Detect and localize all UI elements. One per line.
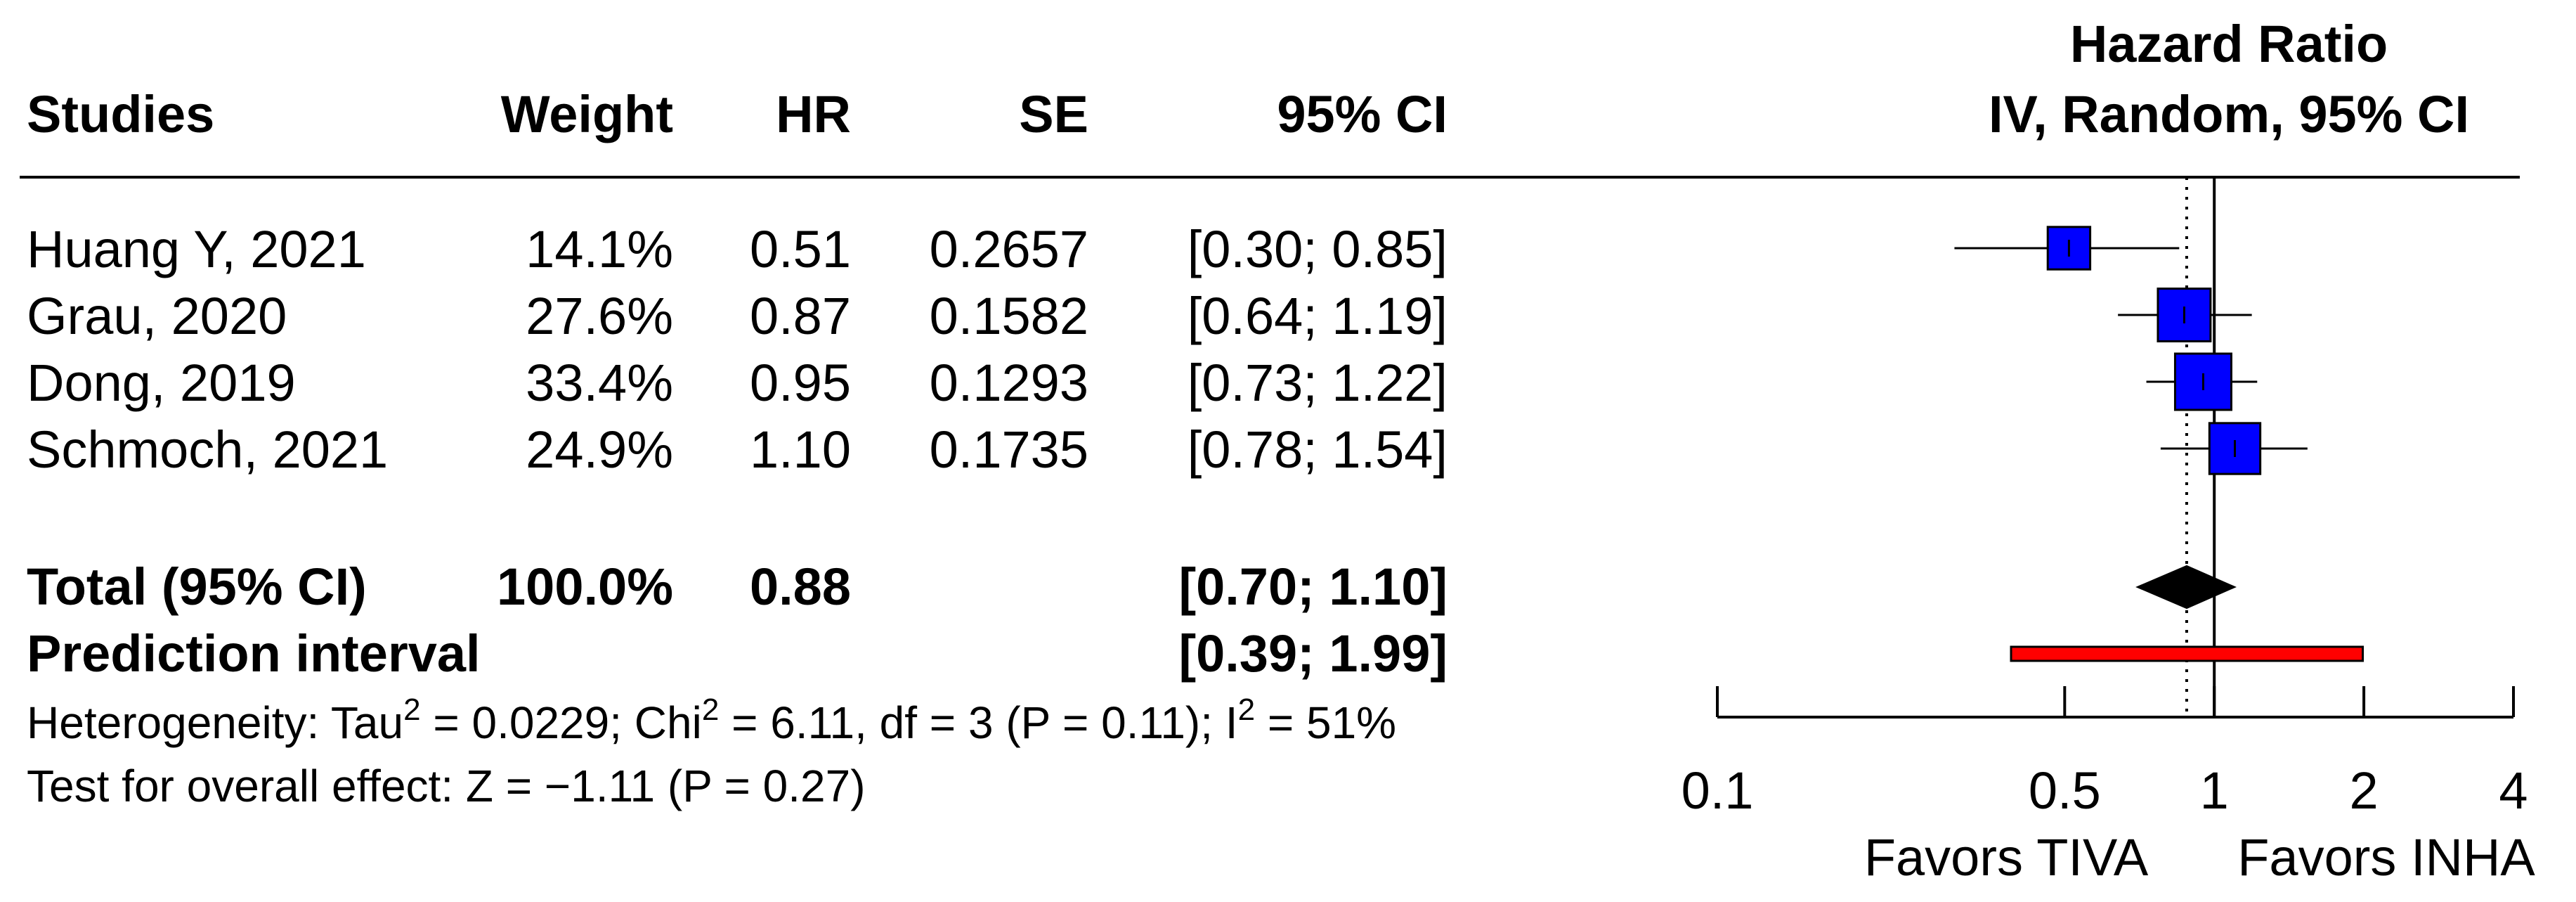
axis-tick-label: 4 — [2499, 761, 2528, 820]
study-row: Huang Y, 2021 14.1% 0.51 0.2657 [0.30; 0… — [27, 220, 1448, 278]
header-hr: HR — [776, 85, 851, 143]
favors-left-label: Favors TIVA — [1864, 828, 2149, 887]
study-name: Schmoch, 2021 — [27, 420, 388, 479]
axis-tick-label: 2 — [2350, 761, 2379, 820]
overall-effect-text: Test for overall effect: Z = −1.11 (P = … — [27, 761, 866, 811]
total-weight: 100.0% — [497, 558, 673, 616]
total-hr: 0.88 — [750, 558, 851, 616]
axis-tick-label: 0.5 — [2029, 761, 2101, 820]
study-name: Dong, 2019 — [27, 354, 296, 412]
study-ci: [0.73; 1.22] — [1188, 354, 1448, 412]
header-se: SE — [1019, 85, 1088, 143]
summary-diamond — [2135, 565, 2237, 610]
total-ci: [0.70; 1.10] — [1178, 558, 1448, 616]
study-ci: [0.78; 1.54] — [1188, 420, 1448, 479]
study-name: Grau, 2020 — [27, 287, 287, 345]
axis-tick-label: 0.1 — [1681, 761, 1754, 820]
header-studies: Studies — [27, 85, 214, 143]
header-weight: Weight — [501, 85, 673, 143]
study-se: 0.2657 — [930, 220, 1088, 278]
study-se: 0.1582 — [930, 287, 1088, 345]
total-row: Total (95% CI) 100.0% 0.88 [0.70; 1.10] — [27, 558, 1448, 616]
prediction-label: Prediction interval — [27, 624, 481, 683]
heterogeneity-text: Heterogeneity: Tau2 = 0.0229; Chi2 = 6.1… — [27, 692, 1396, 748]
prediction-row: Prediction interval [0.39; 1.99] — [27, 624, 1448, 683]
summary-markers — [2010, 565, 2364, 662]
study-ci: [0.64; 1.19] — [1188, 287, 1448, 345]
study-weight: 14.1% — [526, 220, 673, 278]
study-weight: 33.4% — [526, 354, 673, 412]
study-ci: [0.30; 0.85] — [1188, 220, 1448, 278]
prediction-bar — [2010, 645, 2364, 662]
study-hr: 0.51 — [750, 220, 851, 278]
study-row: Grau, 2020 27.6% 0.87 0.1582 [0.64; 1.19… — [27, 287, 1448, 345]
study-weight: 24.9% — [526, 420, 673, 479]
study-se: 0.1735 — [930, 420, 1088, 479]
x-axis: 0.1 0.5 1 2 4 — [1681, 686, 2528, 820]
study-row: Schmoch, 2021 24.9% 1.10 0.1735 [0.78; 1… — [27, 420, 1448, 479]
plot-title-line1: Hazard Ratio — [2070, 15, 2388, 73]
axis-tick-label: 1 — [2200, 761, 2229, 820]
study-hr: 0.95 — [750, 354, 851, 412]
total-label: Total (95% CI) — [27, 558, 367, 616]
header-ci: 95% CI — [1277, 85, 1448, 143]
prediction-ci: [0.39; 1.99] — [1178, 624, 1448, 683]
study-name: Huang Y, 2021 — [27, 220, 366, 278]
study-hr: 0.87 — [750, 287, 851, 345]
study-markers — [1954, 226, 2308, 475]
favors-right-label: Favors INHA — [2237, 828, 2535, 887]
plot-title-line2: IV, Random, 95% CI — [1989, 85, 2469, 143]
study-hr: 1.10 — [750, 420, 851, 479]
study-row: Dong, 2019 33.4% 0.95 0.1293 [0.73; 1.22… — [27, 354, 1448, 412]
study-weight: 27.6% — [526, 287, 673, 345]
study-se: 0.1293 — [930, 354, 1088, 412]
